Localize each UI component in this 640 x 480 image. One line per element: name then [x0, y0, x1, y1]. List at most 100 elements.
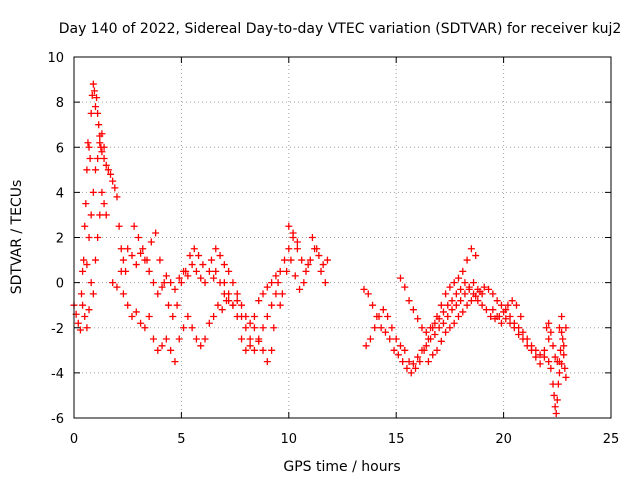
data-point — [306, 256, 314, 264]
data-point — [401, 346, 409, 354]
data-point — [86, 155, 94, 163]
data-point — [442, 290, 450, 298]
data-point — [205, 267, 213, 275]
data-point — [457, 285, 465, 293]
data-point — [298, 256, 306, 264]
data-point — [109, 177, 117, 185]
data-point — [540, 346, 548, 354]
data-point — [360, 285, 368, 293]
data-point — [212, 267, 220, 275]
data-point — [545, 358, 553, 366]
data-point — [113, 193, 121, 201]
data-point — [528, 346, 536, 354]
data-point — [100, 155, 108, 163]
data-point — [220, 261, 228, 269]
data-point — [366, 335, 374, 343]
data-point — [558, 312, 566, 320]
data-point — [317, 267, 325, 275]
data-point — [143, 256, 151, 264]
data-point — [83, 324, 91, 332]
data-point — [517, 312, 525, 320]
data-point — [532, 353, 540, 361]
data-point — [98, 148, 106, 156]
data-point — [160, 279, 168, 287]
data-point — [562, 324, 570, 332]
data-point — [272, 290, 280, 298]
data-point — [433, 346, 441, 354]
data-point — [510, 324, 518, 332]
data-point — [212, 245, 220, 253]
data-point — [89, 188, 97, 196]
data-point — [304, 261, 312, 269]
data-point — [396, 274, 404, 282]
y-tick-label: 10 — [47, 51, 64, 66]
data-point — [412, 364, 420, 372]
data-point — [285, 245, 293, 253]
data-point — [263, 358, 271, 366]
data-point — [76, 326, 84, 334]
data-point — [162, 272, 170, 280]
data-point — [233, 312, 241, 320]
data-point — [504, 301, 512, 309]
data-point — [115, 222, 123, 230]
data-point — [171, 358, 179, 366]
data-point — [107, 170, 115, 178]
data-point — [454, 312, 462, 320]
data-point — [94, 155, 102, 163]
data-point — [119, 290, 127, 298]
data-point — [188, 324, 196, 332]
data-point — [85, 143, 93, 151]
data-point — [321, 279, 329, 287]
data-point — [190, 245, 198, 253]
data-point — [255, 297, 263, 305]
data-point — [489, 306, 497, 314]
data-point — [182, 267, 190, 275]
data-point — [233, 297, 241, 305]
data-point — [362, 342, 370, 350]
data-point — [381, 328, 389, 336]
data-point — [446, 283, 454, 291]
data-point — [225, 297, 233, 305]
data-point — [392, 335, 400, 343]
data-point — [79, 301, 87, 309]
data-point — [369, 301, 377, 309]
data-point — [386, 335, 394, 343]
data-point — [388, 324, 396, 332]
data-point — [418, 346, 426, 354]
data-point — [117, 245, 125, 253]
data-point — [137, 249, 145, 257]
data-point — [173, 301, 181, 309]
data-point — [94, 109, 102, 117]
data-point — [323, 256, 331, 264]
data-point — [536, 360, 544, 368]
data-point — [139, 245, 147, 253]
data-point — [113, 283, 121, 291]
data-point — [555, 369, 563, 377]
data-point — [448, 306, 456, 314]
data-point — [454, 274, 462, 282]
data-point — [461, 290, 469, 298]
data-point — [274, 279, 282, 287]
data-point — [424, 358, 432, 366]
data-point — [506, 312, 514, 320]
data-point — [154, 290, 162, 298]
data-point — [444, 312, 452, 320]
data-point — [497, 319, 505, 327]
data-point — [132, 308, 140, 316]
x-tick-label: 20 — [495, 432, 512, 447]
data-point — [197, 274, 205, 282]
data-point — [111, 184, 119, 192]
y-tick-label: 6 — [56, 141, 64, 156]
y-tick-label: -2 — [51, 322, 64, 337]
data-point — [229, 279, 237, 287]
data-point — [137, 319, 145, 327]
data-point — [446, 324, 454, 332]
data-point — [158, 283, 166, 291]
data-point — [128, 312, 136, 320]
data-point — [450, 319, 458, 327]
data-point — [141, 324, 149, 332]
data-point — [85, 234, 93, 241]
data-point — [156, 256, 164, 264]
data-point — [293, 245, 301, 253]
